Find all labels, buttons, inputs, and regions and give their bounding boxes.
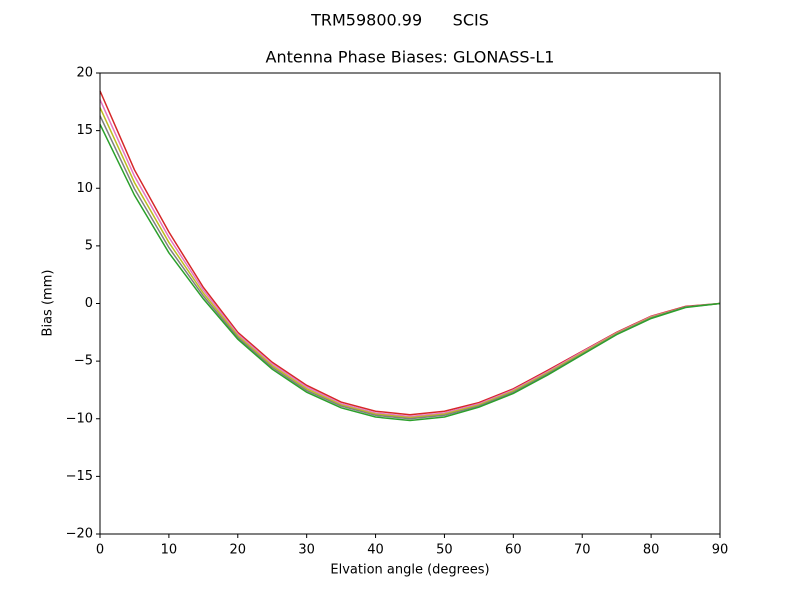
y-tick-label: −5: [74, 354, 93, 369]
y-axis-label: Bias (mm): [41, 270, 56, 337]
y-tick-label: −15: [66, 469, 93, 484]
y-tick-label: 15: [76, 123, 93, 138]
y-tick-label: −20: [66, 527, 93, 542]
x-tick-label: 40: [367, 543, 384, 558]
x-axis-label: Elvation angle (degrees): [330, 563, 489, 578]
x-tick-label: 80: [643, 543, 660, 558]
suptitle: TRM59800.99 SCIS: [310, 11, 489, 30]
y-tick-label: 20: [76, 66, 93, 81]
series-line: [99, 90, 721, 416]
x-tick-label: 20: [230, 543, 247, 558]
x-tick-label: 70: [574, 543, 591, 558]
x-tick-label: 60: [505, 543, 522, 558]
series-line: [99, 107, 721, 419]
y-tick-label: 5: [85, 238, 93, 253]
y-tick-label: 10: [76, 181, 93, 196]
series-line: [99, 123, 721, 422]
x-tick-label: 50: [436, 543, 453, 558]
axes-frame: [99, 72, 721, 535]
series-line: [99, 99, 721, 418]
series-line: [99, 115, 721, 420]
x-tick-label: 10: [161, 543, 178, 558]
x-tick-label: 90: [712, 543, 729, 558]
plot-area: [99, 90, 721, 422]
x-tick-label: 30: [298, 543, 315, 558]
chart-title: Antenna Phase Biases: GLONASS-L1: [266, 48, 555, 67]
x-tick-label: 0: [96, 543, 104, 558]
y-tick-label: −10: [66, 411, 93, 426]
y-tick-label: 0: [85, 296, 93, 311]
